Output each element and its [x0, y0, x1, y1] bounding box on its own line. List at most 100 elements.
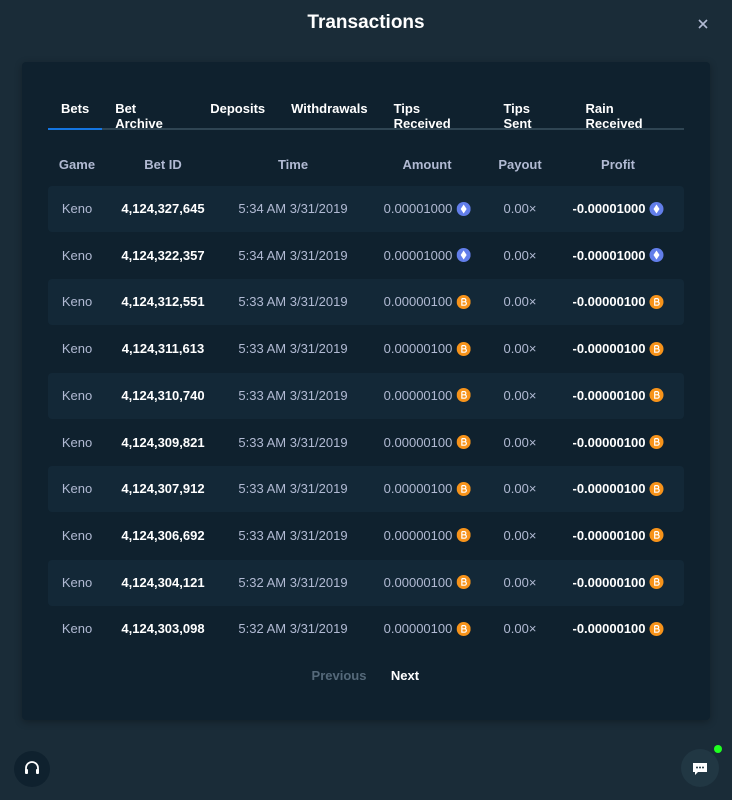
cell-text: 0.00001000 — [383, 247, 453, 263]
tab[interactable]: Withdrawals — [291, 101, 368, 116]
support-button[interactable] — [14, 751, 50, 787]
cell-text: 0.00× — [503, 341, 537, 357]
table-cell: 5:32 AM 3/31/2019 — [238, 621, 347, 636]
table-cell: 5:33 AM 3/31/2019 — [238, 528, 347, 543]
tab[interactable]: Tips Received — [393, 101, 451, 131]
btc-icon — [456, 481, 471, 496]
table-cell: 0.00× — [504, 201, 537, 216]
cell-text: Keno — [61, 387, 93, 403]
close-button[interactable] — [696, 17, 710, 31]
btc-icon — [649, 575, 664, 590]
table-cell: 0.00× — [504, 621, 537, 636]
next-button[interactable]: Next — [390, 668, 420, 683]
tab[interactable]: Deposits — [210, 101, 266, 116]
table-cell: 4,124,309,821 — [121, 435, 204, 450]
btc-icon — [456, 575, 471, 590]
table-cell: 0.00001000 — [384, 248, 471, 263]
cell-text: 0.00000100 — [383, 527, 453, 543]
table-cell: -0.00000100 — [572, 341, 664, 356]
table-row — [48, 372, 684, 419]
column-header: Time — [277, 157, 309, 172]
table-cell: 4,124,304,121 — [121, 575, 204, 590]
cell-text: -0.00000100 — [572, 574, 646, 590]
cell-text: 4,124,310,740 — [121, 387, 205, 403]
table-cell: 0.00000100 — [384, 528, 471, 543]
cell-text: 0.00× — [503, 201, 537, 216]
eth-icon — [456, 248, 471, 263]
tab[interactable]: Rain Received — [585, 101, 643, 131]
cell-text: 5:32 AM 3/31/2019 — [238, 621, 348, 637]
table-cell: Keno — [62, 435, 92, 450]
table-cell: -0.00000100 — [572, 574, 664, 590]
btc-icon — [456, 435, 471, 449]
tab[interactable]: Tips Sent — [503, 101, 532, 131]
table-cell: 0.00001000 — [384, 201, 471, 216]
cell-text: 5:32 AM 3/31/2019 — [238, 574, 348, 590]
table-cell: 4,124,306,692 — [121, 528, 204, 543]
cell-text: -0.00000100 — [572, 481, 646, 497]
tab[interactable]: Bet Archive — [115, 101, 163, 131]
table-cell: 5:33 AM 3/31/2019 — [238, 481, 347, 496]
cell-text: -0.00000100 — [572, 621, 646, 637]
cell-text: 4,124,311,613 — [121, 341, 205, 357]
table-cell: 5:33 AM 3/31/2019 — [238, 294, 347, 309]
cell-text: Keno — [61, 341, 93, 357]
table-cell: 0.00000100 — [384, 435, 471, 450]
btc-icon — [649, 341, 664, 356]
btc-icon — [456, 528, 471, 543]
eth-icon — [456, 201, 471, 216]
table-cell: 5:33 AM 3/31/2019 — [238, 388, 347, 403]
cell-text: 4,124,306,692 — [121, 527, 205, 543]
table-cell: 0.00× — [504, 248, 537, 263]
table-cell: 0.00× — [504, 294, 537, 309]
cell-text: 0.00000100 — [383, 294, 453, 310]
table-cell: 0.00× — [504, 341, 537, 356]
table-cell: -0.00001000 — [572, 201, 664, 216]
table-cell: 4,124,310,740 — [121, 388, 204, 403]
cell-text: 0.00000100 — [383, 481, 453, 497]
cell-text: 0.00001000 — [383, 201, 453, 216]
table-cell: 4,124,303,098 — [121, 621, 204, 636]
table-cell: 4,124,307,912 — [121, 481, 204, 496]
cell-text: 0.00× — [503, 247, 537, 263]
table-cell: Keno — [62, 481, 92, 496]
eth-icon — [649, 248, 664, 263]
cell-text: 5:33 AM 3/31/2019 — [238, 527, 348, 543]
cell-text: 4,124,312,551 — [121, 294, 205, 310]
table-cell: 5:32 AM 3/31/2019 — [238, 575, 347, 590]
table-cell: Keno — [62, 528, 92, 543]
table-cell: 5:34 AM 3/31/2019 — [238, 201, 347, 216]
table-cell: 4,124,327,645 — [121, 201, 204, 216]
table-cell: Keno — [62, 201, 92, 216]
cell-text: 4,124,322,357 — [121, 247, 205, 263]
cell-text: Keno — [61, 201, 93, 216]
table-cell: 4,124,311,613 — [122, 341, 204, 356]
table-cell: -0.00000100 — [572, 388, 664, 403]
btc-icon — [649, 435, 664, 449]
btc-icon — [456, 388, 471, 403]
previous-button[interactable]: Previous — [311, 668, 367, 683]
chat-button[interactable] — [680, 742, 726, 788]
table-row — [48, 466, 684, 513]
cell-text: 0.00000100 — [383, 434, 453, 450]
cell-text: -0.00001000 — [572, 201, 646, 216]
cell-text: 4,124,309,821 — [121, 434, 205, 450]
btc-icon — [649, 294, 664, 309]
table-cell: -0.00000100 — [572, 435, 664, 450]
column-header: Payout — [498, 157, 542, 172]
table-cell: 5:34 AM 3/31/2019 — [238, 248, 347, 263]
column-header: Bet ID — [144, 157, 182, 172]
cell-text: 5:33 AM 3/31/2019 — [238, 294, 348, 310]
cell-text: 4,124,327,645 — [121, 201, 205, 216]
tab[interactable]: Bets — [48, 95, 103, 130]
cell-text: Keno — [61, 574, 93, 590]
column-header: Profit — [601, 157, 635, 172]
cell-text: Keno — [61, 621, 93, 637]
table-cell: -0.00000100 — [572, 528, 664, 543]
cell-text: Keno — [61, 527, 93, 543]
cell-text: 5:33 AM 3/31/2019 — [238, 387, 348, 403]
cell-text: 0.00× — [503, 387, 537, 403]
table-cell: 0.00× — [504, 435, 537, 450]
cell-text: Keno — [61, 434, 93, 450]
